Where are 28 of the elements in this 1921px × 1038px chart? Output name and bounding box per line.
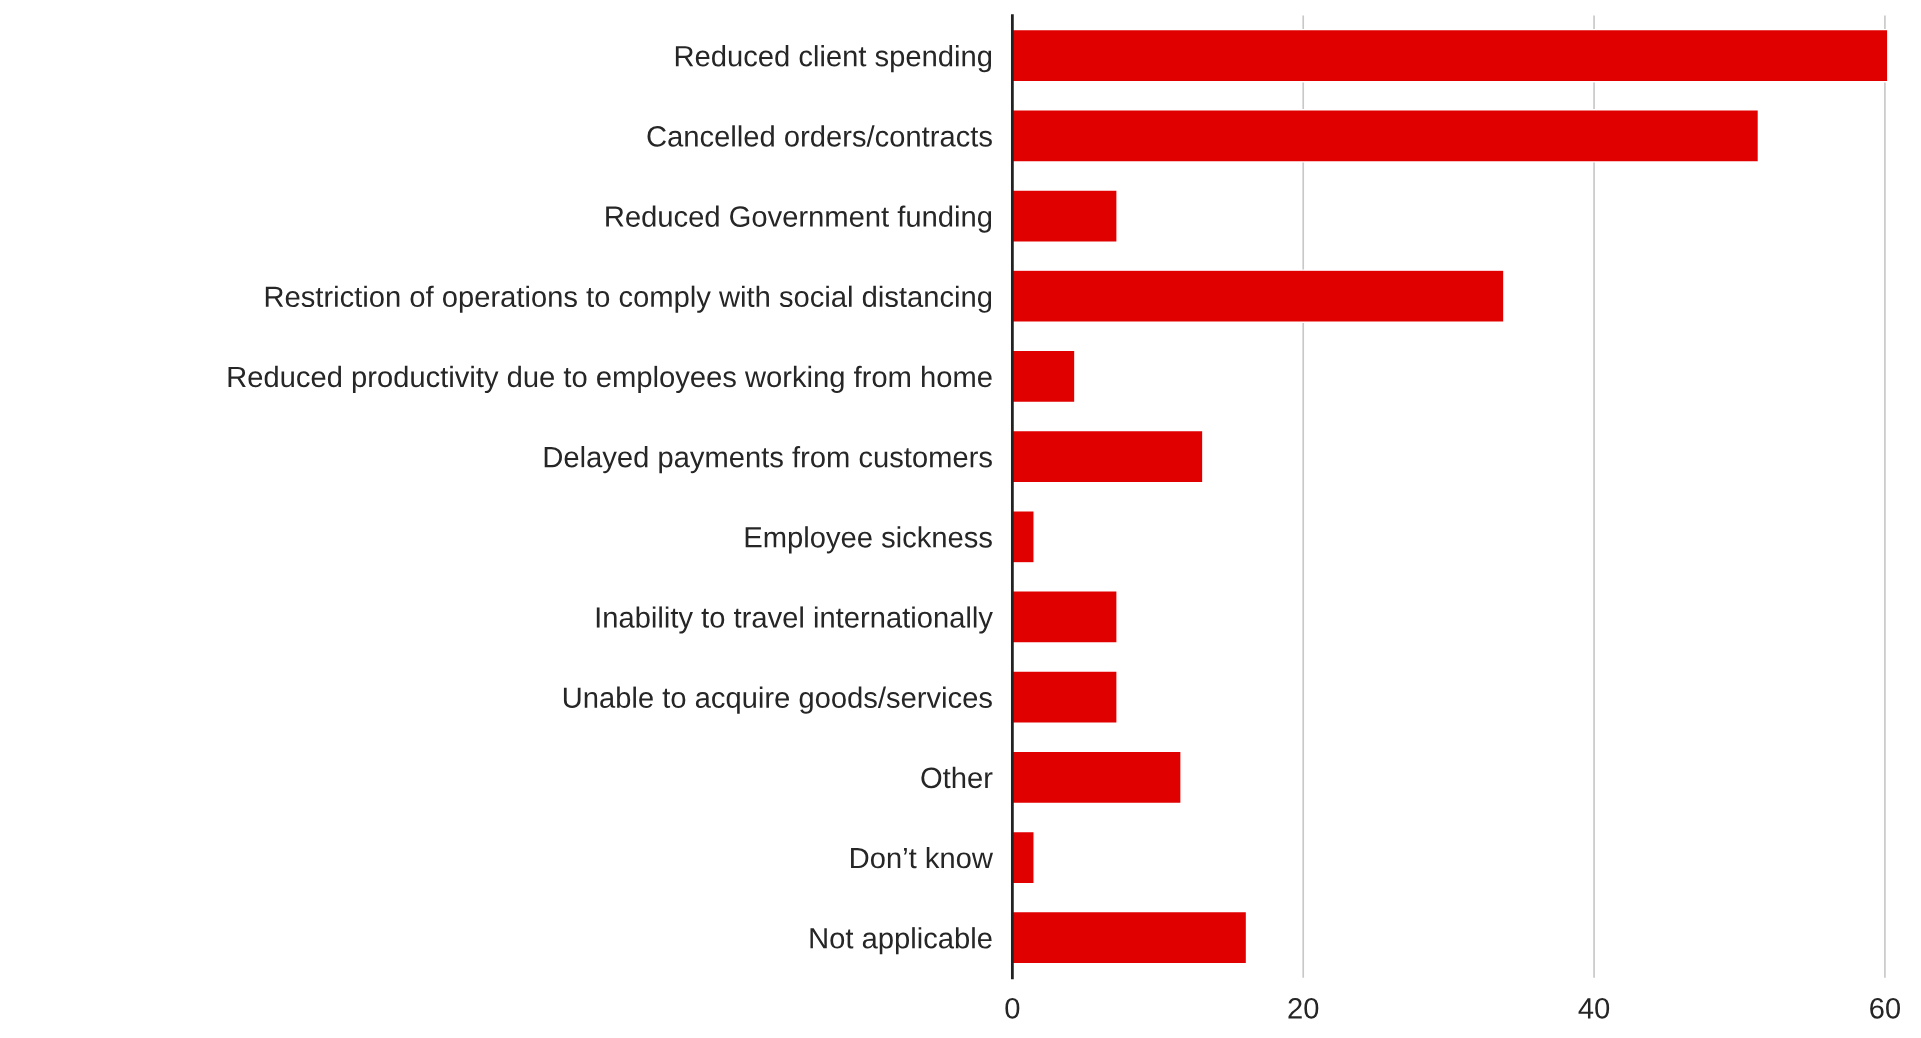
x-tick-label: 0 [1005,998,1020,1019]
y-tick-label: Restriction of operations to comply with social distancing [265,285,992,313]
bar [1012,28,1889,83]
bar [1012,109,1760,163]
y-tick-label: Other [921,766,993,789]
y-tick-label: Reduced productivity due to employees working from home [228,365,992,394]
y-tick-label: Reduced client spending [675,45,992,73]
y-tick-label: Delayed payments from customers [544,446,992,474]
bar [1012,269,1505,323]
bar [1012,429,1204,484]
bar [1012,910,1248,965]
y-tick-label: Employee sickness [745,526,992,554]
bar [1012,670,1118,724]
x-tick-label: 20 [1288,998,1319,1019]
bar [1012,510,1035,564]
bar [1012,590,1118,644]
bar [1012,349,1076,404]
x-tick-label: 40 [1578,998,1610,1019]
bar [1012,750,1182,805]
x-tick-label: 60 [1870,998,1900,1019]
bar [1012,189,1118,243]
y-tick-label: Don’t know [851,846,993,869]
y-tick-label: Unable to acquire goods/services [563,686,992,714]
y-tick-label: Reduced Government funding [606,205,992,233]
y-tick-label: Not applicable [810,927,992,955]
y-tick-label: Inability to travel internationally [596,606,993,634]
bar [1012,830,1035,885]
y-tick-label: Cancelled orders/contracts [647,125,992,147]
